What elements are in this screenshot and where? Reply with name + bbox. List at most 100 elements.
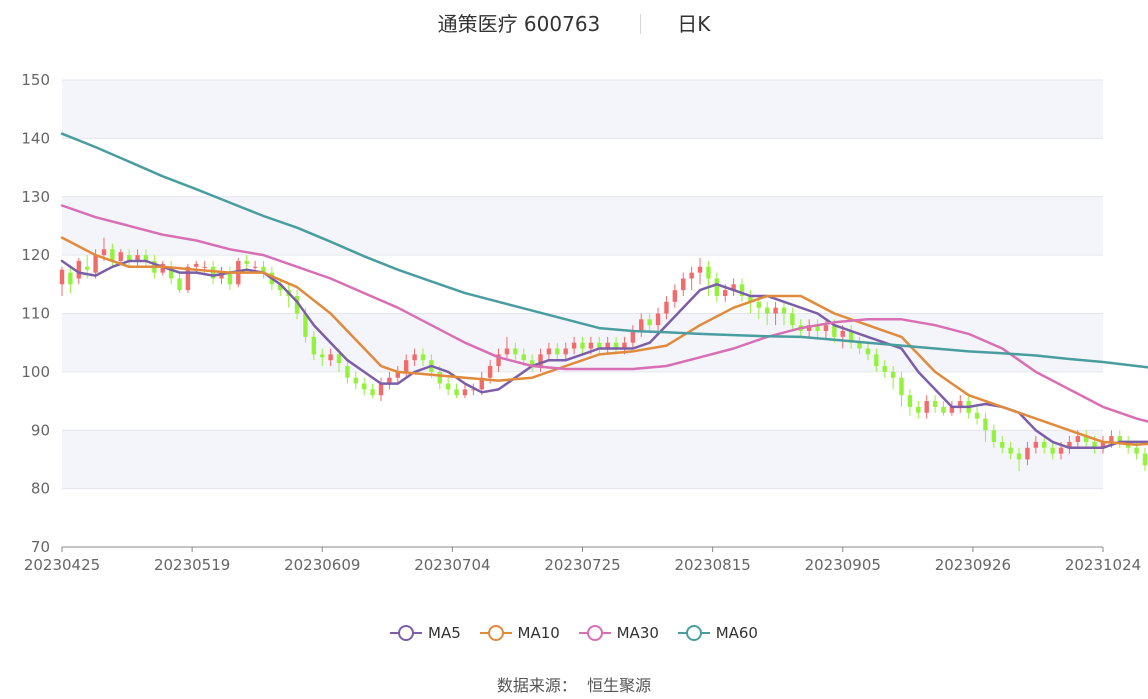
candle-body <box>823 325 829 332</box>
candle-body <box>714 278 720 296</box>
legend-ma10-label: MA10 <box>517 624 560 642</box>
candle-body <box>479 377 484 390</box>
candle-body <box>168 266 174 279</box>
legend: MA5 MA10 MA30 MA60 <box>0 620 1148 642</box>
series-line-ma30 <box>60 204 1148 423</box>
candle-body <box>1016 453 1022 460</box>
candle-body <box>454 389 459 396</box>
y-tick-label: 90 <box>31 421 50 439</box>
legend-ma5-marker <box>390 625 422 641</box>
candle-body <box>681 278 686 291</box>
candle-body <box>580 342 585 349</box>
x-tick-label: 20230926 <box>935 556 1011 574</box>
y-tick-label: 100 <box>21 363 50 381</box>
candle-body <box>194 263 199 267</box>
title-separator <box>640 14 642 34</box>
candle-body <box>210 266 216 279</box>
candle-body <box>563 348 568 355</box>
legend-ma30-circle <box>586 625 603 641</box>
candle-body <box>723 290 728 296</box>
chart-title: 通策医疗 600763 日K <box>0 8 1148 37</box>
period-label: 日K <box>677 12 711 36</box>
y-tick-label: 130 <box>21 188 50 206</box>
candle-body <box>378 383 384 396</box>
candle-body <box>1000 441 1005 448</box>
candle-body <box>185 266 191 291</box>
candle-body <box>328 354 333 361</box>
legend-ma30-label: MA30 <box>616 624 659 642</box>
candle-body <box>664 301 669 314</box>
candle-body <box>336 354 342 364</box>
candle-body <box>605 342 610 349</box>
source-label: 数据来源： <box>496 676 577 695</box>
y-tick-label: 80 <box>31 480 50 498</box>
candle-body <box>404 360 409 372</box>
legend-ma60-marker <box>677 625 710 641</box>
candle-body <box>126 255 132 261</box>
candle-body <box>420 354 426 361</box>
candle-body <box>764 307 770 314</box>
grid-band <box>62 371 1103 431</box>
candle-body <box>840 331 845 337</box>
legend-ma5-label: MA5 <box>428 624 461 642</box>
candle-body <box>907 395 913 407</box>
candle-body <box>202 266 207 268</box>
x-tick-label: 20230704 <box>414 556 490 574</box>
candle-body <box>219 272 224 279</box>
candle-body <box>848 331 854 343</box>
candle-body <box>160 263 165 273</box>
legend-item-ma60[interactable]: MA60 <box>677 624 758 642</box>
legend-item-ma10[interactable]: MA10 <box>479 624 560 642</box>
grid-band <box>62 255 1103 314</box>
candle-body <box>672 290 678 302</box>
x-tick-label: 20230609 <box>284 556 360 574</box>
candle-body <box>781 307 787 314</box>
candle-body <box>655 313 661 326</box>
candle-body <box>916 406 921 413</box>
candle-body <box>949 406 955 413</box>
candle-body <box>613 342 619 349</box>
candle-body <box>815 325 820 332</box>
candle-body <box>1117 436 1122 442</box>
legend-item-ma5[interactable]: MA5 <box>390 624 461 642</box>
candle-body <box>588 342 594 349</box>
candle-body <box>874 354 879 367</box>
candle-body <box>731 284 736 291</box>
candle-body <box>110 249 115 261</box>
candle-body <box>857 342 862 349</box>
candle-body <box>932 401 938 407</box>
candle-body <box>496 354 501 367</box>
candle-body <box>294 295 300 314</box>
candle-body <box>353 377 359 384</box>
grid-band <box>62 196 1103 256</box>
candle-body <box>630 331 636 343</box>
candle-body <box>1134 447 1139 454</box>
candle-body <box>899 377 904 396</box>
candle-body <box>387 377 392 384</box>
candle-body <box>244 260 249 264</box>
candle-body <box>773 307 778 314</box>
candle-body <box>991 430 997 442</box>
candle-body <box>1050 447 1055 454</box>
candle-body <box>93 255 98 273</box>
candle-body <box>101 249 107 256</box>
candle-body <box>345 366 350 378</box>
candle-body <box>941 406 946 413</box>
candle-body <box>1008 447 1013 454</box>
candle-body <box>320 354 325 358</box>
legend-item-ma30[interactable]: MA30 <box>578 624 659 642</box>
candle-body <box>639 319 644 332</box>
candle-body <box>1033 441 1039 448</box>
y-tick-label: 120 <box>21 246 50 264</box>
legend-ma30-marker <box>578 625 611 641</box>
grid-band <box>62 488 1103 547</box>
candle-body <box>395 371 401 378</box>
candle-body <box>790 313 795 326</box>
candle-body <box>487 366 493 378</box>
candle-body <box>1084 436 1089 442</box>
candle-body <box>59 269 65 285</box>
grid-band <box>62 138 1103 197</box>
grid-band <box>62 430 1103 489</box>
candle-body <box>529 360 535 367</box>
candle-body <box>437 371 442 384</box>
